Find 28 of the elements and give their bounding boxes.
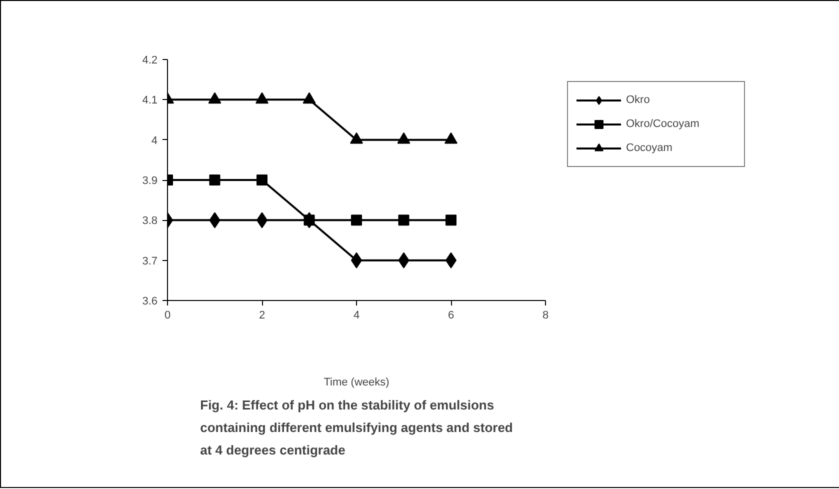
y-tick-label: 3.9	[142, 175, 158, 187]
point	[302, 92, 316, 104]
point	[209, 174, 220, 186]
x-tick-label: 2	[258, 310, 266, 322]
point	[446, 214, 456, 226]
point	[256, 174, 268, 186]
x-tick-label: 8	[542, 310, 549, 322]
y-tick-label: 4	[151, 134, 158, 147]
x-tick-label: 6	[448, 310, 454, 322]
legend-label: Okro/Cocoyam	[626, 118, 700, 130]
point	[256, 92, 268, 104]
y-tick-label: 3.7	[142, 255, 158, 268]
point	[351, 214, 362, 226]
text: Fig. 4: Effect of pH on the stability of emulsions containing different emulsifying agents and stored at 4 degrees centigrade	[200, 398, 513, 458]
y-tick-label: 3.8	[142, 215, 158, 228]
point	[350, 132, 363, 144]
legend-label: Cocoyam	[626, 142, 674, 154]
point	[208, 92, 222, 104]
x-tick-label: 4	[353, 310, 360, 322]
legend-label: Okro	[626, 94, 651, 106]
point	[444, 132, 458, 144]
x-tick-label: 0	[164, 310, 171, 322]
y-tick-label: 4.2	[142, 54, 158, 66]
point	[397, 132, 410, 144]
x-axis-title: Time (weeks)	[324, 376, 390, 388]
point	[398, 214, 410, 226]
y-tick-label: 4.1	[142, 94, 158, 107]
y-tick-label: 3.6	[142, 296, 158, 308]
